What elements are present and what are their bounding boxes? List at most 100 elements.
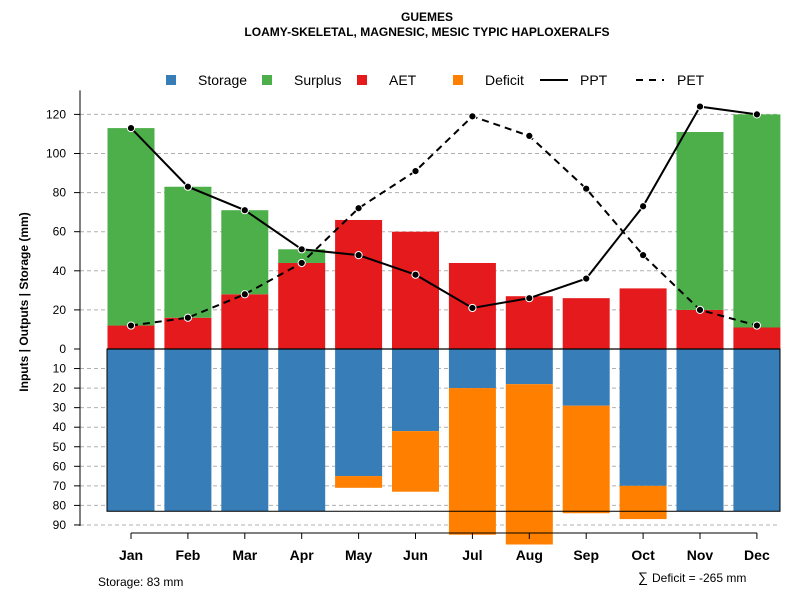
x-tick-label-jun: Jun xyxy=(403,547,428,563)
bar-surplus-feb xyxy=(164,186,212,318)
line-ppt xyxy=(130,105,758,309)
axes: 0 20 40 60 80 100 120 10 20 30 40 50 60 70 80 90 Jan Feb M… xyxy=(46,90,770,563)
bar-aet-mar xyxy=(221,294,269,349)
bar-storage-jan xyxy=(107,349,155,512)
x-tick-label-oct: Oct xyxy=(631,547,655,563)
y-tick-label-lower-50: 50 xyxy=(53,440,67,454)
bar-surplus-jan xyxy=(107,128,155,326)
bar-storage-jul xyxy=(448,349,496,389)
y-tick-label-upper-100: 100 xyxy=(46,147,66,161)
point-pet-jan xyxy=(126,321,136,330)
x-tick-label-jan: Jan xyxy=(119,547,143,563)
point-ppt-apr xyxy=(297,245,306,254)
point-ppt-jan xyxy=(126,123,136,133)
bar-surplus-mar xyxy=(221,210,269,295)
bar-deficit-aug xyxy=(505,384,553,545)
y-tick-label-lower-80: 80 xyxy=(53,498,67,512)
legend-swatch-deficit xyxy=(453,75,463,85)
storage-frame xyxy=(106,348,781,512)
bar-storage-sep xyxy=(562,349,610,406)
point-pet-jul xyxy=(468,112,477,121)
legend-label-pet: PET xyxy=(677,72,705,88)
point-ppt-mar xyxy=(240,206,249,215)
lines xyxy=(126,102,762,330)
point-pet-nov xyxy=(695,305,705,314)
x-tick-label-sep: Sep xyxy=(573,547,599,563)
legend-label-storage: Storage xyxy=(198,72,247,88)
bar-storage-apr xyxy=(278,349,326,512)
bar-surplus-apr xyxy=(278,249,326,263)
storage-footer: Storage: 83 mm xyxy=(98,575,183,589)
bar-storage-nov xyxy=(676,349,724,512)
y-tick-label-lower-40: 40 xyxy=(53,420,67,434)
bar-aet-apr xyxy=(278,262,326,349)
bar-surplus-nov xyxy=(676,131,724,310)
point-ppt-jul xyxy=(468,303,477,313)
y-tick-label-lower-20: 20 xyxy=(53,381,67,395)
point-ppt-oct xyxy=(639,202,648,211)
point-pet-feb xyxy=(183,313,192,322)
bar-deficit-oct xyxy=(619,485,667,520)
bar-storage-jun xyxy=(392,349,439,432)
bar-storage-feb xyxy=(164,349,212,512)
bar-deficit-sep xyxy=(562,405,610,514)
legend-swatch-surplus xyxy=(262,75,272,85)
x-tick-label-jul: Jul xyxy=(462,547,482,563)
y-tick-label-lower-10: 10 xyxy=(53,362,67,376)
x-tick-label-aug: Aug xyxy=(516,547,543,563)
point-ppt-jun xyxy=(411,270,420,279)
bar-aet-jun xyxy=(392,231,439,349)
bar-aet-jan xyxy=(107,325,155,349)
point-pet-aug xyxy=(525,131,534,141)
bar-storage-may xyxy=(335,349,383,477)
y-tick-label-upper-40: 40 xyxy=(53,264,67,278)
bar-aet-sep xyxy=(562,298,610,349)
bar-aet-dec xyxy=(733,327,781,349)
deficit-footer: Deficit = -265 mm xyxy=(652,571,746,585)
bar-storage-aug xyxy=(505,349,553,385)
y-tick-label-upper-120: 120 xyxy=(46,107,66,121)
chart-title: GUEMES xyxy=(401,10,453,24)
y-tick-label-lower-70: 70 xyxy=(53,479,67,493)
point-ppt-aug xyxy=(525,294,534,303)
bar-aet-may xyxy=(335,219,383,349)
bar-storage-dec xyxy=(733,349,781,512)
bar-deficit-may xyxy=(335,476,383,488)
point-pet-mar xyxy=(240,290,249,299)
x-tick-label-may: May xyxy=(345,547,372,563)
x-tick-label-mar: Mar xyxy=(232,547,257,563)
bar-storage-mar xyxy=(221,349,269,512)
bars xyxy=(107,114,781,545)
point-ppt-dec xyxy=(752,110,762,119)
x-tick-label-feb: Feb xyxy=(175,547,200,563)
y-tick-label-upper-60: 60 xyxy=(53,225,67,239)
point-ppt-sep xyxy=(582,274,591,283)
point-pet-oct xyxy=(639,251,648,260)
legend-label-deficit: Deficit xyxy=(485,72,524,88)
y-tick-label-lower-30: 30 xyxy=(53,401,67,415)
legend-swatch-aet xyxy=(357,75,367,85)
bar-aet-oct xyxy=(619,288,667,349)
y-tick-label-lower-60: 60 xyxy=(53,459,67,473)
point-ppt-may xyxy=(354,251,363,260)
y-tick-label-upper-0: 0 xyxy=(59,342,66,356)
bar-aet-aug xyxy=(505,296,553,349)
y-tick-label-upper-20: 20 xyxy=(53,303,67,317)
legend: Storage Surplus AET Deficit PPT PET xyxy=(166,72,705,88)
x-tick-label-dec: Dec xyxy=(744,547,770,563)
point-pet-apr xyxy=(297,258,306,268)
legend-label-ppt: PPT xyxy=(580,72,608,88)
chart-subtitle: LOAMY-SKELETAL, MAGNESIC, MESIC TYPIC HA… xyxy=(244,25,609,39)
bar-surplus-dec xyxy=(733,114,781,328)
bar-storage-oct xyxy=(619,349,667,486)
point-ppt-feb xyxy=(183,182,192,191)
x-tick-label-apr: Apr xyxy=(290,547,315,563)
bar-aet-nov xyxy=(676,309,724,349)
y-tick-label-upper-80: 80 xyxy=(53,186,67,200)
point-pet-jun xyxy=(411,166,420,176)
x-tick-label-nov: Nov xyxy=(687,547,714,563)
legend-swatch-storage xyxy=(166,75,176,85)
y-tick-label-lower-90: 90 xyxy=(53,518,67,532)
legend-label-aet: AET xyxy=(389,72,417,88)
